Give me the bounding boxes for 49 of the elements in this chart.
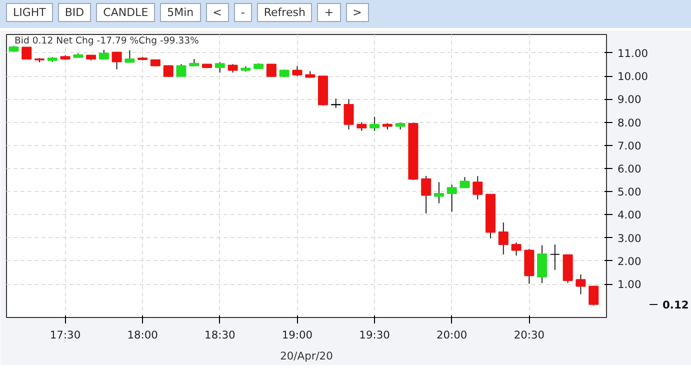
x-tick-label: 18:30 [204, 328, 236, 342]
x-tick-label: 17:30 [50, 328, 81, 342]
candlestick [511, 242, 522, 256]
x-tick-label: 20:30 [514, 328, 545, 342]
candlestick [550, 244, 560, 270]
candlestick [434, 182, 444, 204]
candlestick [124, 50, 135, 64]
text: LIGHT [6, 3, 53, 22]
y-tick-label: 10.00 [618, 70, 648, 84]
y-tick-label: 7.00 [618, 139, 642, 152]
candlestick [176, 64, 186, 78]
text: < [206, 3, 229, 22]
candlestick [214, 62, 225, 74]
text: > [346, 3, 369, 22]
candlestick [98, 49, 109, 60]
text: + [317, 3, 341, 22]
y-tick-label: 3.00 [618, 232, 642, 245]
y-tick-label: 11.00 [618, 46, 648, 60]
y-tick-label: 9.00 [618, 93, 642, 106]
candlestick [112, 51, 122, 70]
text: CANDLE [96, 3, 156, 22]
y-tick-label: 2.00 [618, 254, 642, 268]
candlestick [446, 184, 457, 212]
candlestick [370, 116, 380, 132]
x-tick-label: 19:00 [282, 328, 313, 342]
x-axis-title: 20/Apr/20 [280, 350, 334, 362]
y-tick-label: 5.00 [618, 186, 642, 199]
candlestick [576, 274, 586, 295]
candlestick [588, 286, 599, 306]
candlestick [292, 66, 302, 77]
candlestick [498, 222, 508, 255]
x-tick-label: 19:30 [359, 328, 390, 342]
candlestick [537, 244, 548, 284]
candlestick [344, 98, 354, 130]
text: BID [58, 3, 92, 22]
y-tick-label: 4.00 [618, 208, 642, 222]
y-tick-label: 1.00 [618, 278, 642, 291]
candlestick [472, 176, 483, 200]
text: 0.12 [662, 298, 689, 312]
candlestick [22, 46, 32, 60]
chart-title: Bid 0.12 Net Chg -17.79 %Chg -99.33% [14, 36, 200, 46]
y-tick-label: 8.00 [618, 116, 642, 130]
text: - [234, 3, 252, 22]
text: 5Min [160, 3, 201, 22]
y-tick-label: 6.00 [618, 162, 642, 176]
x-tick-label: 20:00 [436, 328, 468, 342]
x-tick-label: 18:00 [127, 328, 158, 342]
text: Refresh [256, 3, 312, 22]
candlestick [421, 175, 432, 214]
